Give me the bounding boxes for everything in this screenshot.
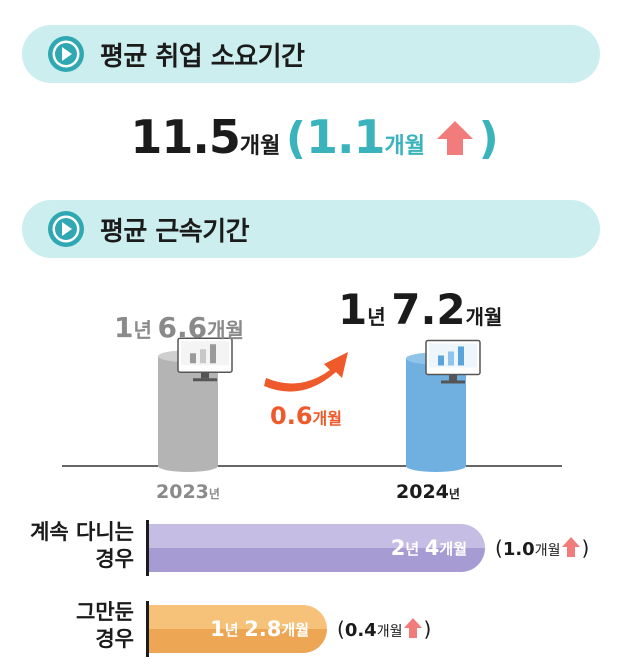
headline-change-unit: 개월 [384,134,425,159]
change-label-quit: (0.4개월) [337,617,432,641]
value-label-2024: 1년 7.2개월 [338,285,503,334]
x-tick-2023: 2023년 [156,481,220,503]
section-header-job-search: 평균 취업 소요기간 [22,25,600,83]
up-arrow-icon [436,121,473,155]
category-label-continuing: 계속 다니는 경우 [30,520,134,571]
section-title: 평균 근속기간 [100,216,250,247]
cylinder-bar-2023 [158,356,218,472]
value-label-2023: 1년 6.6개월 [114,311,244,344]
monitor-chart-icon [177,337,233,382]
headline-value: 11.5개월 (1.1개월 ) [0,110,629,164]
headline-change-number: 1.1 [306,110,385,164]
difference-label: 0.6개월 [270,402,342,430]
up-arrow-icon [562,537,581,557]
category-label-quit: 그만둔 경우 [76,600,134,651]
headline-paren-open: ( [285,113,306,164]
bar-axis-line [146,601,149,657]
bar-axis-line [146,520,149,576]
section-header-tenure: 평균 근속기간 [22,200,600,258]
change-label-continuing: (1.0개월) [495,536,590,560]
play-circle-icon [48,36,84,72]
monitor-chart-icon [425,339,481,384]
headline-paren-close: ) [478,113,499,164]
up-arrow-icon [404,618,423,638]
headline-unit: 개월 [239,134,281,159]
play-circle-icon [48,211,84,247]
section-title: 평균 취업 소요기간 [100,41,305,72]
x-tick-2024: 2024년 [396,481,460,503]
headline-number: 11.5 [130,110,240,164]
difference-arrow [264,352,348,392]
cylinder-bar-2024 [406,358,466,472]
